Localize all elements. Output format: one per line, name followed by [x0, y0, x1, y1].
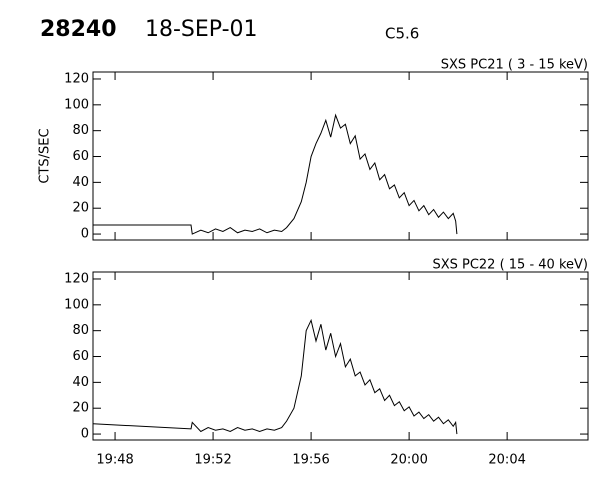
y-axis-label: CTS/SEC [38, 128, 53, 183]
y-tick-label: 80 [72, 123, 89, 138]
plot-frame [92, 271, 589, 441]
x-tick-label: 20:04 [488, 453, 525, 468]
data-line [93, 113, 458, 235]
y-tick-label: 80 [72, 323, 89, 338]
event-date: 18-SEP-01 [145, 17, 258, 42]
y-tick-label: 0 [81, 227, 89, 242]
flare-class: C5.6 [385, 25, 419, 43]
y-tick-label: 120 [64, 71, 89, 86]
event-id: 28240 [40, 17, 117, 42]
data-line [92, 318, 458, 435]
y-tick-label: 60 [72, 349, 89, 364]
y-tick-label: 0 [81, 427, 89, 442]
panel-title: SXS PC22 ( 15 - 40 keV) [432, 258, 588, 273]
y-tick-label: 100 [64, 97, 89, 112]
x-tick-label: 20:00 [390, 453, 427, 468]
y-tick-label: 20 [72, 401, 89, 416]
panel-title: SXS PC21 ( 3 - 15 keV) [441, 58, 588, 73]
x-tick-label: 19:48 [96, 453, 133, 468]
plot-frame [92, 71, 589, 241]
y-tick-label: 40 [72, 175, 89, 190]
x-tick-label: 19:52 [194, 453, 231, 468]
y-tick-label: 20 [72, 201, 89, 216]
y-tick-label: 120 [64, 271, 89, 286]
y-tick-label: 100 [64, 297, 89, 312]
y-tick-label: 60 [72, 149, 89, 164]
y-tick-label: 40 [72, 375, 89, 390]
x-tick-label: 19:56 [292, 453, 329, 468]
